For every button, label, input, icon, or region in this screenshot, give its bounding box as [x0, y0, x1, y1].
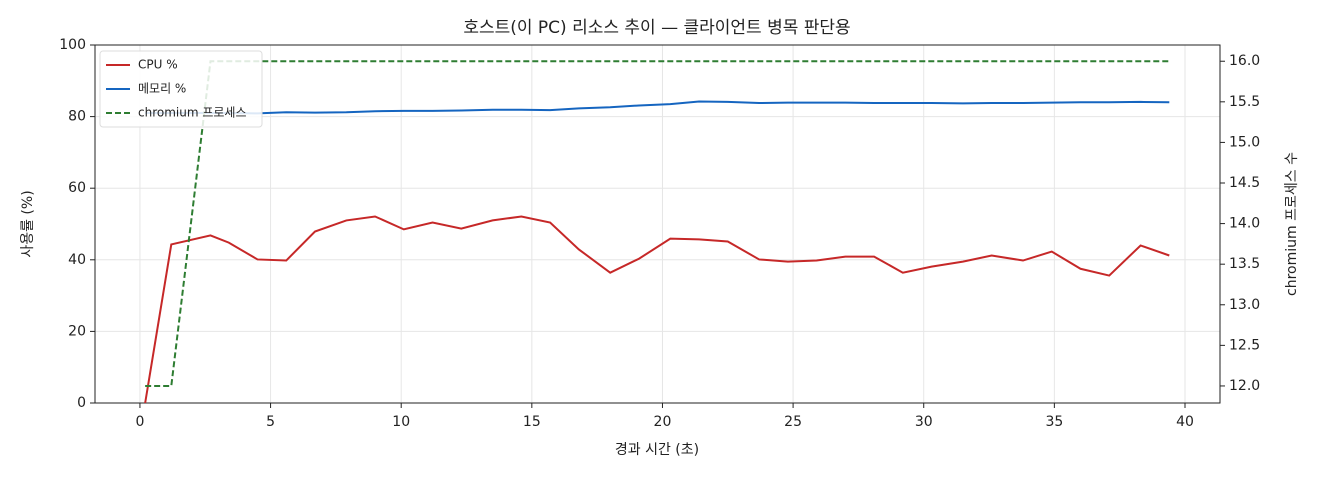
- y2-tick-label: 12.0: [1229, 378, 1260, 394]
- legend-label: chromium 프로세스: [138, 106, 247, 120]
- y2-tick-label: 13.0: [1229, 297, 1260, 313]
- legend-box: [99, 50, 263, 128]
- x-axis-label: 경과 시간 (초): [615, 442, 699, 458]
- y-axis-label: 사용률 (%): [20, 190, 36, 257]
- y2-tick-label: 13.5: [1229, 256, 1260, 272]
- y2-tick-label: 15.0: [1229, 134, 1260, 150]
- y2-tick-label: 15.5: [1229, 94, 1260, 110]
- y-tick-label: 60: [68, 180, 86, 196]
- y-tick-label: 20: [68, 323, 86, 339]
- y-tick-label: 100: [59, 37, 86, 53]
- plot-frame: [94, 44, 1221, 404]
- x-tick-label: 0: [135, 414, 144, 430]
- series-line: [145, 100, 1170, 115]
- y2-tick-label: 16.0: [1229, 53, 1260, 69]
- x-tick-label: 15: [523, 414, 541, 430]
- x-tick-label: 25: [784, 414, 802, 430]
- legend-label: 메모리 %: [138, 82, 186, 96]
- y-tick-label: 40: [68, 252, 86, 268]
- chart-title: 호스트(이 PC) 리소스 추이 — 클라이언트 병목 판단용: [463, 18, 850, 38]
- x-tick-label: 20: [654, 414, 672, 430]
- x-tick-label: 30: [915, 414, 933, 430]
- y2-tick-label: 14.0: [1229, 216, 1260, 232]
- x-tick-label: 10: [392, 414, 410, 430]
- legend-label: CPU %: [138, 58, 178, 72]
- y2-axis-label: chromium 프로세스 수: [1284, 152, 1300, 296]
- y2-tick-label: 12.5: [1229, 337, 1260, 353]
- y-tick-label: 0: [77, 395, 86, 411]
- x-tick-label: 5: [266, 414, 275, 430]
- series-line: [145, 60, 1170, 387]
- y2-tick-label: 14.5: [1229, 175, 1260, 191]
- x-tick-label: 35: [1045, 414, 1063, 430]
- x-tick-label: 40: [1176, 414, 1194, 430]
- series-line: [144, 215, 1170, 404]
- y-tick-label: 80: [68, 109, 86, 125]
